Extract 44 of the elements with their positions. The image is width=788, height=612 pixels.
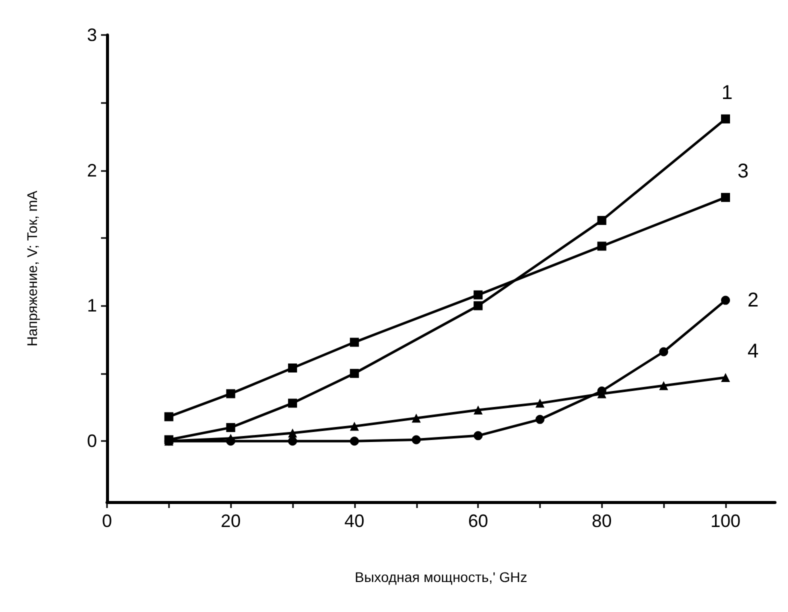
x-tick-label: 20 [220, 511, 241, 531]
x-tick-label: 0 [102, 511, 112, 531]
point [659, 381, 668, 390]
series-label: 4 [748, 340, 759, 362]
point [350, 338, 359, 347]
point [474, 405, 483, 414]
point [226, 389, 236, 398]
series-label: 2 [748, 289, 759, 312]
x-tick-label: 100 [710, 511, 741, 531]
point [721, 296, 730, 305]
point [474, 301, 483, 310]
point [659, 347, 668, 356]
point [350, 436, 359, 446]
point [226, 423, 236, 432]
y-tick-label: 2 [86, 160, 97, 180]
series-label: 3 [738, 160, 749, 182]
point [721, 114, 730, 124]
x-tick-label: 40 [344, 511, 364, 531]
point [597, 216, 606, 225]
point [226, 434, 236, 443]
point [350, 422, 359, 431]
point [164, 412, 174, 422]
point [288, 363, 298, 372]
point [597, 242, 606, 251]
y-tick-label: 3 [86, 25, 97, 45]
y-axis-title: Напряжение, V; Ток, mA [24, 190, 40, 346]
point [412, 414, 421, 423]
point [288, 436, 298, 446]
point [350, 368, 359, 378]
point [535, 414, 544, 424]
series-label: 1 [722, 82, 733, 104]
point [412, 435, 421, 444]
point [474, 290, 483, 300]
point [721, 192, 730, 202]
x-tick-label: 60 [468, 511, 488, 531]
x-tick-label: 80 [592, 511, 612, 531]
point [288, 428, 298, 438]
y-tick-label: 1 [86, 296, 97, 316]
point [288, 398, 298, 408]
point [474, 431, 483, 440]
point [721, 372, 730, 382]
point [535, 398, 544, 408]
x-axis-title: Выходная мощность,' GHz [354, 569, 528, 585]
y-tick-label: 0 [86, 431, 97, 452]
